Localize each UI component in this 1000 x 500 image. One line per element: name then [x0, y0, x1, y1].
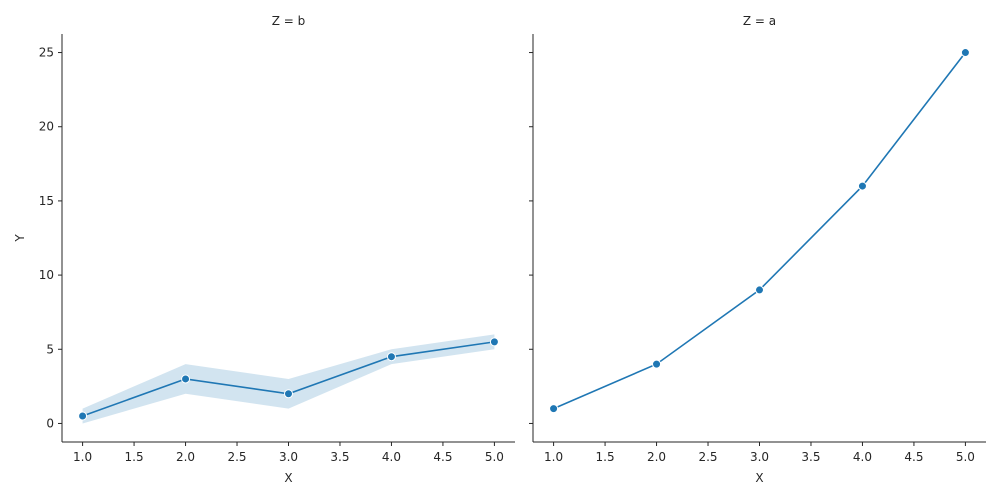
data-point	[489, 337, 499, 347]
x-tick-label: 3.5	[801, 450, 820, 464]
x-tick-label: 3.0	[279, 450, 298, 464]
x-tick-label: 1.5	[596, 450, 615, 464]
x-tick-label: 2.5	[227, 450, 246, 464]
y-tick-label: 20	[39, 120, 54, 134]
x-tick-label: 1.0	[544, 450, 563, 464]
x-tick-label: 5.0	[485, 450, 504, 464]
x-tick-label: 2.5	[698, 450, 717, 464]
y-axis-label: Y	[13, 234, 27, 243]
x-tick-label: 4.0	[382, 450, 401, 464]
y-tick-label: 15	[39, 194, 54, 208]
x-axis-label: X	[284, 471, 292, 485]
y-tick-label: 25	[39, 46, 54, 60]
facet-panel-2: Z = a 1.0 1.5 2.0 2.5 3.0 3.5 4.0 4.5 5.0 X	[529, 14, 986, 485]
x-tick-label: 3.5	[330, 450, 349, 464]
facet-title: Z = a	[743, 14, 776, 28]
data-point	[857, 181, 867, 191]
data-point	[284, 389, 293, 399]
x-tick-label: 1.0	[73, 450, 92, 464]
facet-panel-1: Z = b 1.0 1.5 2.0 2.5 3.0 3.5 4.0 4.5 5.0 0 5 10 15 20…	[13, 14, 515, 485]
x-tick-label: 4.5	[904, 450, 923, 464]
x-tick-label: 4.0	[853, 450, 872, 464]
data-point	[78, 411, 88, 421]
data-point	[960, 48, 970, 58]
facet-title: Z = b	[272, 14, 306, 28]
data-point	[755, 285, 764, 295]
x-tick-label: 2.0	[176, 450, 195, 464]
confidence-band	[82, 334, 495, 424]
data-point	[386, 352, 396, 362]
data-point	[652, 359, 662, 369]
y-tick-label: 10	[39, 268, 54, 282]
x-tick-label: 5.0	[956, 450, 975, 464]
x-tick-label: 3.0	[750, 450, 769, 464]
x-tick-label: 4.5	[433, 450, 452, 464]
series-line	[553, 52, 967, 410]
x-axis-label: X	[755, 471, 763, 485]
x-tick-label: 2.0	[647, 450, 666, 464]
x-tick-label: 1.5	[125, 450, 144, 464]
data-point	[181, 374, 191, 384]
y-tick-label: 5	[46, 342, 54, 356]
y-tick-label: 0	[46, 416, 54, 430]
data-point	[549, 404, 559, 414]
